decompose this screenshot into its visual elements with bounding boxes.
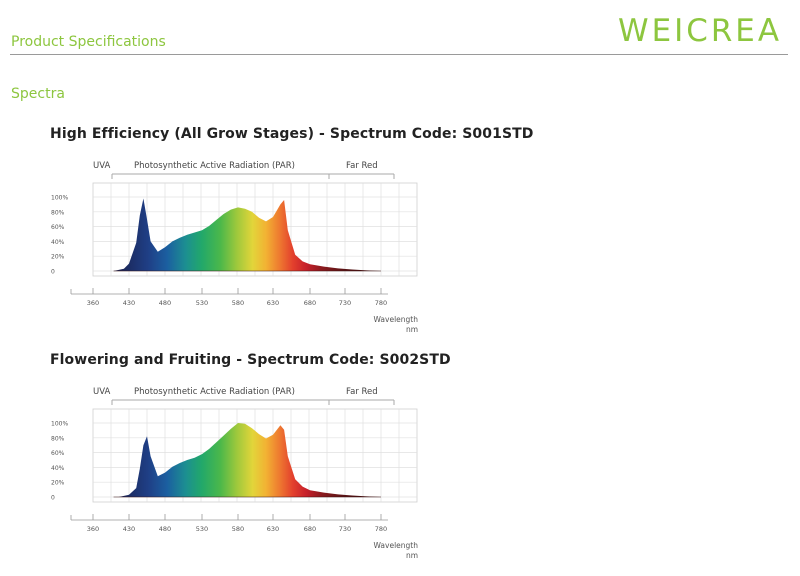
x-axis-unit: nm <box>406 325 418 334</box>
x-axis-label: Wavelength <box>374 541 419 550</box>
band-label: Far Red <box>346 387 378 397</box>
x-tick-label: 680 <box>304 525 316 533</box>
brand-logo: WEICREA <box>618 13 782 45</box>
spectrum-area <box>113 198 381 271</box>
spectrum-chart-1: UVA Photosynthetic Active Radiation (PAR)… <box>51 161 419 334</box>
header-divider <box>10 54 788 55</box>
y-tick-label: 40% <box>51 465 65 472</box>
y-tick-label: 0 <box>51 495 55 502</box>
band-label: UVA <box>93 387 110 397</box>
x-tick-label: 580 <box>232 525 244 533</box>
x-tick-label: 430 <box>123 525 135 533</box>
x-tick-label: 780 <box>375 525 387 533</box>
x-tick-label: 780 <box>375 299 387 307</box>
y-tick-label: 80% <box>51 209 65 216</box>
x-tick-label: 630 <box>267 299 279 307</box>
band-label: Photosynthetic Active Radiation (PAR) <box>134 387 295 397</box>
y-tick-label: 40% <box>51 239 65 246</box>
chart-title-1: High Efficiency (All Grow Stages) - Spec… <box>50 126 534 142</box>
y-tick-label: 100% <box>51 195 68 202</box>
x-tick-label: 530 <box>196 299 208 307</box>
x-tick-label: 530 <box>196 525 208 533</box>
y-tick-label: 80% <box>51 435 65 442</box>
x-tick-label: 480 <box>159 299 171 307</box>
y-tick-label: 60% <box>51 224 65 231</box>
x-tick-label: 630 <box>267 525 279 533</box>
band-label: Photosynthetic Active Radiation (PAR) <box>134 161 295 171</box>
section-title: Product Specifications <box>11 34 166 50</box>
band-label: Far Red <box>346 161 378 171</box>
x-tick-label: 430 <box>123 299 135 307</box>
chart-title-2: Flowering and Fruiting - Spectrum Code: … <box>50 352 451 368</box>
x-tick-label: 480 <box>159 525 171 533</box>
x-tick-label: 360 <box>87 525 99 533</box>
y-tick-label: 20% <box>51 480 65 487</box>
x-tick-label: 730 <box>339 525 351 533</box>
x-tick-label: 360 <box>87 299 99 307</box>
y-tick-label: 100% <box>51 421 68 428</box>
x-axis-unit: nm <box>406 551 418 560</box>
y-tick-label: 60% <box>51 450 65 457</box>
spectrum-chart-2: UVA Photosynthetic Active Radiation (PAR)… <box>51 387 419 560</box>
band-label: UVA <box>93 161 110 171</box>
y-tick-label: 0 <box>51 269 55 276</box>
x-tick-label: 730 <box>339 299 351 307</box>
spectra-subtitle: Spectra <box>11 86 65 102</box>
x-tick-label: 580 <box>232 299 244 307</box>
spectrum-area <box>118 423 381 497</box>
x-axis-label: Wavelength <box>374 315 419 324</box>
y-tick-label: 20% <box>51 254 65 261</box>
brand-logo-text: WEICREA <box>618 13 782 45</box>
x-tick-label: 680 <box>304 299 316 307</box>
